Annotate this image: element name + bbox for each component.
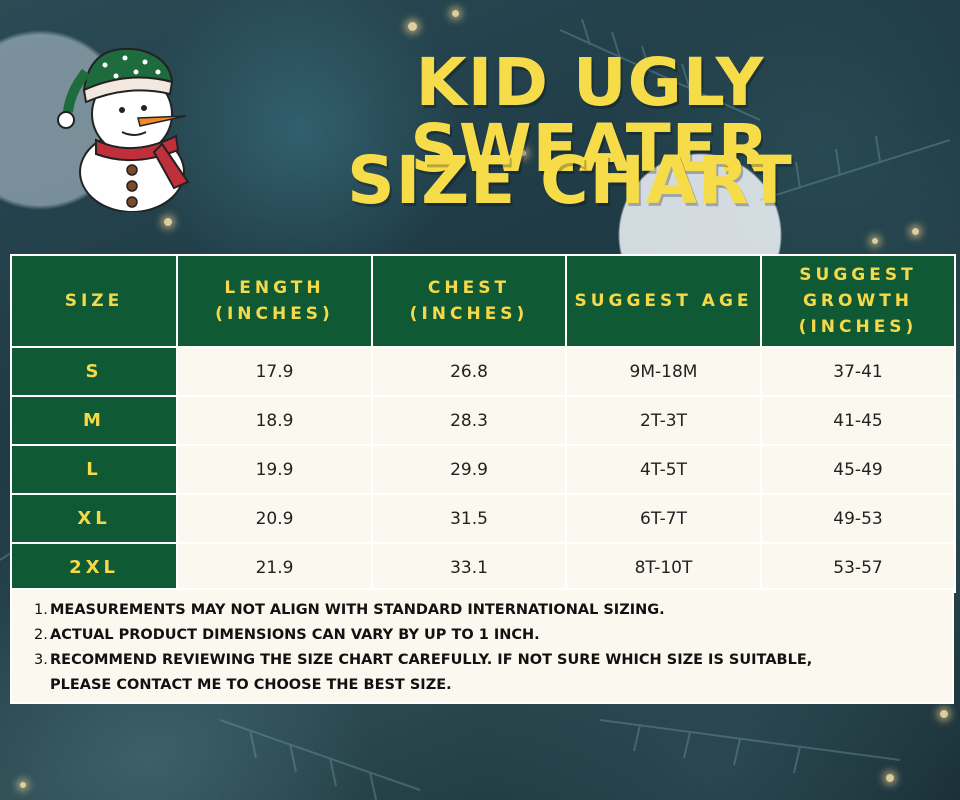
age-cell: 9M-18M — [565, 346, 762, 397]
light-bokeh — [872, 238, 878, 244]
size-cell: L — [10, 444, 178, 495]
size-cell: 2XL — [10, 542, 178, 593]
note-number: 2. — [34, 627, 48, 643]
chest-cell: 26.8 — [371, 346, 567, 397]
page-title: KID UGLY SWEATER — [410, 44, 770, 187]
header-suggest-age: SUGGEST AGE — [565, 254, 762, 348]
note-item: 1. MEASUREMENTS MAY NOT ALIGN WITH STAND… — [34, 598, 952, 623]
age-cell: 4T-5T — [565, 444, 762, 495]
age-cell: 6T-7T — [565, 493, 762, 544]
note-text: MEASUREMENTS MAY NOT ALIGN WITH STANDARD… — [50, 602, 665, 618]
light-bokeh — [452, 10, 459, 17]
length-cell: 20.9 — [176, 493, 373, 544]
age-cell: 8T-10T — [565, 542, 762, 593]
length-cell: 19.9 — [176, 444, 373, 495]
length-cell: 21.9 — [176, 542, 373, 593]
chest-cell: 33.1 — [371, 542, 567, 593]
light-bokeh — [912, 228, 919, 235]
note-number: 3. — [34, 652, 48, 668]
note-text: ACTUAL PRODUCT DIMENSIONS CAN VARY BY UP… — [50, 627, 540, 643]
light-bokeh — [408, 22, 417, 31]
note-number: 1. — [34, 602, 48, 618]
header-length: LENGTH (INCHES) — [176, 254, 373, 348]
table-row: S 17.9 26.8 9M-18M 37-41 — [10, 346, 956, 397]
length-cell: 18.9 — [176, 395, 373, 446]
note-text: RECOMMEND REVIEWING THE SIZE CHART CAREF… — [50, 652, 813, 693]
note-item: 2. ACTUAL PRODUCT DIMENSIONS CAN VARY BY… — [34, 623, 952, 648]
chest-cell: 28.3 — [371, 395, 567, 446]
light-bokeh — [940, 710, 948, 718]
growth-cell: 37-41 — [760, 346, 956, 397]
light-bokeh — [164, 218, 172, 226]
snowman-illustration — [57, 47, 190, 212]
table-header-row: SIZE LENGTH (INCHES) CHEST (INCHES) SUGG… — [10, 254, 956, 348]
growth-cell: 45-49 — [760, 444, 956, 495]
note-item: 3. RECOMMEND REVIEWING THE SIZE CHART CA… — [34, 648, 952, 698]
growth-cell: 49-53 — [760, 493, 956, 544]
chest-cell: 31.5 — [371, 493, 567, 544]
size-cell: M — [10, 395, 178, 446]
header-size: SIZE — [10, 254, 178, 348]
light-bokeh — [520, 150, 526, 156]
growth-cell: 53-57 — [760, 542, 956, 593]
table-row: 2XL 21.9 33.1 8T-10T 53-57 — [10, 542, 956, 593]
page-subtitle: SIZE CHART — [347, 142, 793, 219]
length-cell: 17.9 — [176, 346, 373, 397]
growth-cell: 41-45 — [760, 395, 956, 446]
light-bokeh — [886, 774, 894, 782]
table-row: M 18.9 28.3 2T-3T 41-45 — [10, 395, 956, 446]
size-chart-table: SIZE LENGTH (INCHES) CHEST (INCHES) SUGG… — [10, 254, 956, 593]
chest-cell: 29.9 — [371, 444, 567, 495]
size-cell: S — [10, 346, 178, 397]
table-row: L 19.9 29.9 4T-5T 45-49 — [10, 444, 956, 495]
header-suggest-growth: SUGGEST GROWTH (INCHES) — [760, 254, 956, 348]
age-cell: 2T-3T — [565, 395, 762, 446]
table-row: XL 20.9 31.5 6T-7T 49-53 — [10, 493, 956, 544]
notes-box: 1. MEASUREMENTS MAY NOT ALIGN WITH STAND… — [10, 588, 954, 704]
header-chest: CHEST (INCHES) — [371, 254, 567, 348]
size-cell: XL — [10, 493, 178, 544]
light-bokeh — [20, 782, 26, 788]
